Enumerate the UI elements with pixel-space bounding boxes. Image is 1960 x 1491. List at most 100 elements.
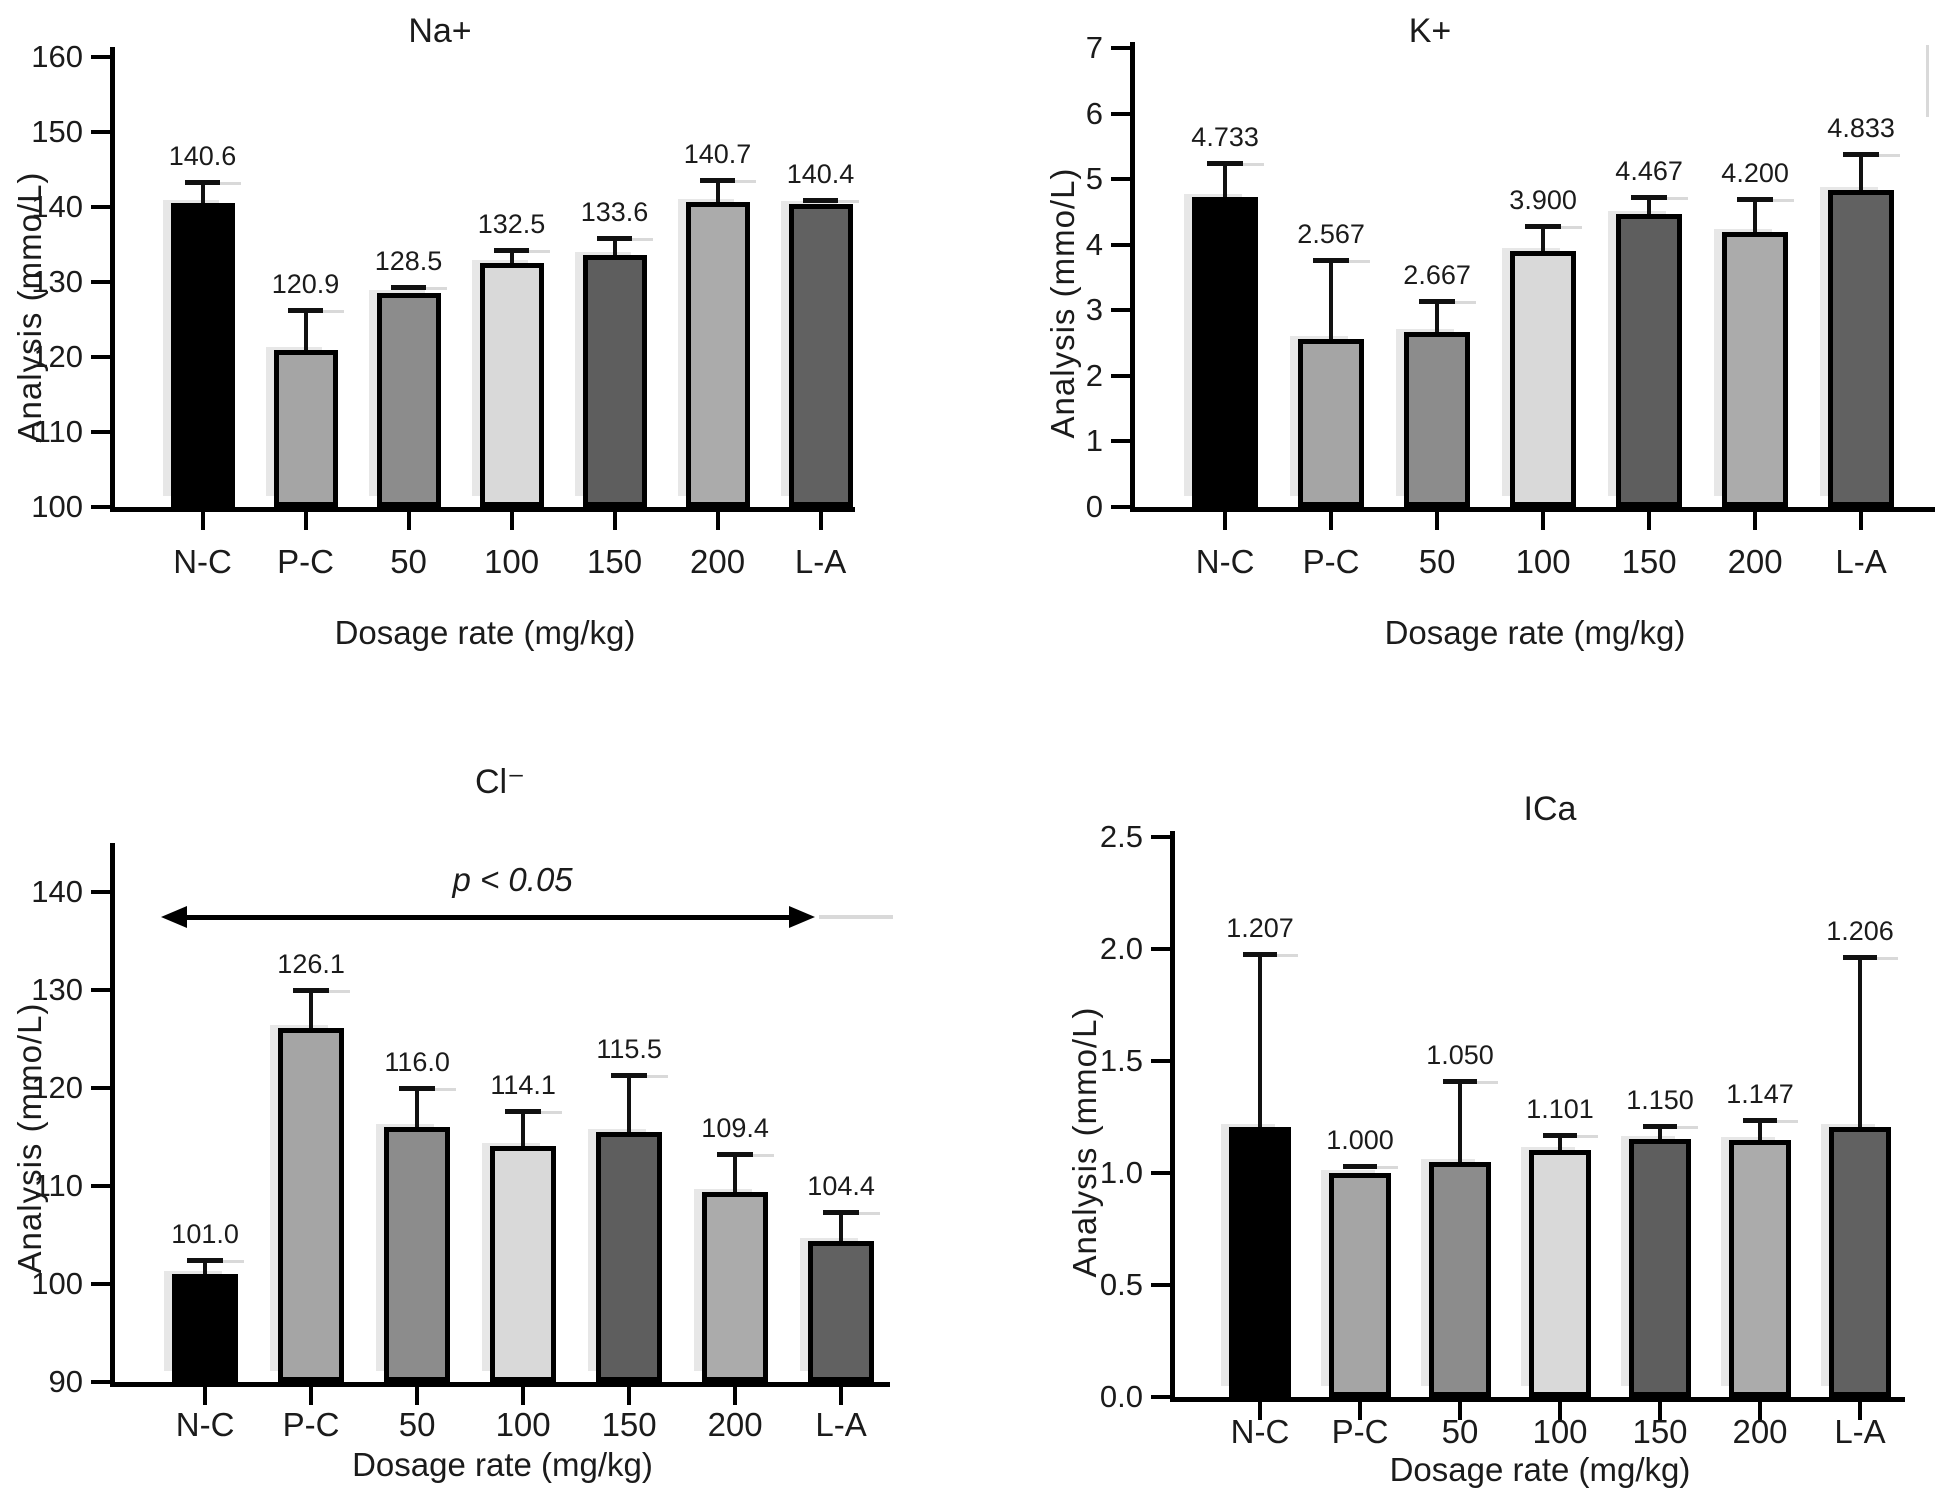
y-tick-label: 150 xyxy=(31,114,83,149)
bar-50 xyxy=(384,1127,451,1382)
y-axis-line xyxy=(1130,42,1135,512)
x-axis-label-k: Dosage rate (mg/kg) xyxy=(1384,614,1686,651)
x-tick-mark xyxy=(1541,512,1546,530)
x-tick-mark xyxy=(627,1387,632,1405)
error-bar-cap xyxy=(1207,161,1244,167)
y-tick-mark xyxy=(91,355,110,359)
error-bar-cap xyxy=(1643,1123,1677,1129)
x-tick-label: N-C xyxy=(175,1406,235,1443)
x-tick-label: N-C xyxy=(173,543,232,580)
y-tick-label: 110 xyxy=(33,414,83,449)
y-tick-mark xyxy=(91,505,110,509)
error-bar-cap xyxy=(494,247,530,253)
error-bar-cap xyxy=(187,1257,224,1263)
x-axis-line xyxy=(1130,507,1935,512)
y-tick-mark xyxy=(91,280,110,284)
bar-150 xyxy=(596,1132,663,1382)
y-tick-mark xyxy=(1111,439,1130,444)
y-tick-label: 100 xyxy=(31,489,83,524)
y-axis-line xyxy=(1170,831,1175,1402)
bar-L-A xyxy=(788,204,853,507)
bar-value-label: 1.147 xyxy=(1726,1078,1794,1109)
bar-value-label: 2.567 xyxy=(1297,218,1365,249)
y-tick-mark xyxy=(1111,308,1130,313)
x-tick-mark xyxy=(1647,512,1652,530)
bar-150 xyxy=(582,255,647,507)
x-tick-label: N-C xyxy=(1230,1413,1290,1450)
error-bar-stem xyxy=(1458,1081,1462,1162)
bar-value-label: 120.9 xyxy=(271,268,340,299)
y-axis-line xyxy=(110,843,115,1387)
error-bar-stem xyxy=(1329,259,1334,339)
error-bar-cap xyxy=(1631,195,1668,201)
x-tick-label: 150 xyxy=(601,1406,657,1443)
error-bar-cap xyxy=(1843,152,1880,158)
bar-P-C xyxy=(278,1028,345,1382)
bar-N-C xyxy=(1192,196,1259,507)
y-tick-label: 1.5 xyxy=(1099,1043,1143,1078)
bar-value-label: 4.833 xyxy=(1827,113,1895,144)
x-axis-line xyxy=(110,507,855,512)
x-tick-mark xyxy=(1558,1402,1562,1420)
x-axis-label-cl: Dosage rate (mg/kg) xyxy=(352,1446,653,1483)
x-axis-line xyxy=(110,1382,890,1387)
error-bar-cap xyxy=(293,988,330,993)
error-bar-stem xyxy=(1859,154,1864,191)
x-tick-label: 100 xyxy=(1532,1413,1588,1450)
y-tick-label: 140 xyxy=(31,874,83,909)
bar-value-label: 140.7 xyxy=(683,139,752,169)
x-tick-label: 50 xyxy=(390,543,427,580)
chart-title-na: Na+ xyxy=(408,12,472,50)
error-bar-stem xyxy=(1223,163,1228,197)
y-tick-mark xyxy=(1151,1171,1170,1175)
x-tick-mark xyxy=(715,512,720,530)
y-tick-label: 5 xyxy=(1085,161,1103,197)
bar-value-label: 1.150 xyxy=(1626,1084,1694,1115)
y-tick-mark xyxy=(91,430,110,434)
error-bar-cap xyxy=(1343,1164,1377,1170)
x-tick-mark xyxy=(415,1387,420,1405)
bar-L-A xyxy=(1828,190,1895,507)
bar-value-label: 116.0 xyxy=(384,1047,450,1077)
bar-P-C xyxy=(273,350,338,507)
y-tick-mark xyxy=(91,988,110,992)
x-tick-label: 100 xyxy=(484,543,540,580)
y-tick-label: 120 xyxy=(31,339,83,374)
x-tick-label: 100 xyxy=(1515,543,1571,580)
bar-value-label: 140.6 xyxy=(168,141,237,172)
significance-arrow-right-head xyxy=(788,906,815,929)
error-bar-cap xyxy=(611,1073,648,1079)
x-tick-mark xyxy=(612,512,617,530)
error-bar-stem xyxy=(1558,1134,1562,1151)
error-bar-stem xyxy=(715,180,720,202)
bar-value-label: 3.900 xyxy=(1509,184,1577,215)
y-tick-label: 130 xyxy=(31,972,83,1007)
y-tick-label: 3 xyxy=(1085,292,1103,328)
error-bar-stem xyxy=(1435,300,1440,333)
y-tick-label: 90 xyxy=(48,1364,83,1399)
y-tick-mark xyxy=(91,55,110,59)
y-tick-label: 2.5 xyxy=(1099,819,1143,854)
x-tick-mark xyxy=(1329,512,1334,530)
error-bar-cap xyxy=(1313,257,1350,263)
bar-value-label: 101.0 xyxy=(171,1218,239,1249)
bar-50 xyxy=(1429,1161,1491,1397)
bar-value-label: 1.050 xyxy=(1426,1040,1494,1071)
y-tick-label: 120 xyxy=(31,1070,83,1105)
error-bar-stem xyxy=(415,1088,420,1128)
x-tick-mark xyxy=(509,512,514,530)
error-bar-cap xyxy=(288,307,324,313)
x-axis-label-na: Dosage rate (mg/kg) xyxy=(334,614,636,651)
x-tick-label: P-C xyxy=(1331,1413,1389,1450)
y-tick-label: 0 xyxy=(1085,489,1103,524)
bar-value-label: 1.207 xyxy=(1226,913,1294,944)
error-bar-cap xyxy=(1525,223,1562,229)
error-bar-stem xyxy=(1647,197,1652,215)
bar-value-label: 140.4 xyxy=(786,159,855,190)
x-tick-label: 200 xyxy=(690,543,746,580)
bar-value-label: 109.4 xyxy=(701,1112,769,1143)
error-bar-cap xyxy=(717,1151,754,1157)
